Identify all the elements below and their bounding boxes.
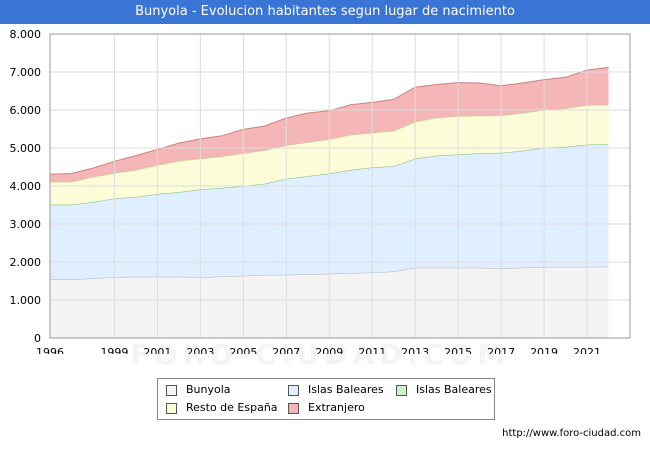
y-tick-label: 3.000 <box>10 218 42 231</box>
x-tick-label: 1999 <box>100 346 128 354</box>
y-tick-label: 0 <box>34 332 41 345</box>
plot-border <box>49 33 631 339</box>
legend-label: Resto de España <box>186 401 278 414</box>
legend-label: Extranjero <box>308 401 365 414</box>
x-tick-label: 2003 <box>186 346 214 354</box>
chart-title: Bunyola - Evolucion habitantes segun lug… <box>0 0 650 24</box>
x-tick-label: 2001 <box>143 346 171 354</box>
y-tick-label: 6.000 <box>10 104 42 117</box>
x-tick-label: 2019 <box>530 346 558 354</box>
x-tick-label: 2009 <box>315 346 343 354</box>
footer-url: http://www.foro-ciudad.com <box>502 428 641 439</box>
legend-label: Bunyola <box>186 383 231 396</box>
x-tick-label: 2015 <box>444 346 472 354</box>
legend-swatch <box>166 385 177 396</box>
x-tick-label: 2021 <box>573 346 601 354</box>
x-tick-label: 2017 <box>487 346 515 354</box>
x-tick-label: 1996 <box>36 346 64 354</box>
y-tick-label: 8.000 <box>10 28 42 41</box>
x-tick-label: 2013 <box>401 346 429 354</box>
population-area-chart: 0 1.000 2.000 3.000 4.000 5.000 6.000 7.000 8.00… <box>10 28 631 354</box>
chart-legend: Bunyola Islas Baleares Islas Baleares Re… <box>157 378 495 420</box>
y-tick-label: 5.000 <box>10 142 42 155</box>
legend-label: Islas Baleares <box>416 383 492 396</box>
legend-label: Islas Baleares <box>308 383 384 396</box>
legend-swatch <box>166 403 177 414</box>
y-tick-label: 1.000 <box>10 294 42 307</box>
legend-swatch <box>288 385 299 396</box>
x-tick-label: 2007 <box>272 346 300 354</box>
y-tick-label: 2.000 <box>10 256 42 269</box>
legend-swatch <box>288 403 299 414</box>
legend-swatch <box>396 385 407 396</box>
x-tick-label: 2005 <box>229 346 257 354</box>
y-tick-label: 4.000 <box>10 180 42 193</box>
x-tick-label: 2011 <box>358 346 386 354</box>
watermark: FORO-CIUDAD.COM <box>130 338 511 371</box>
y-tick-label: 7.000 <box>10 66 42 79</box>
